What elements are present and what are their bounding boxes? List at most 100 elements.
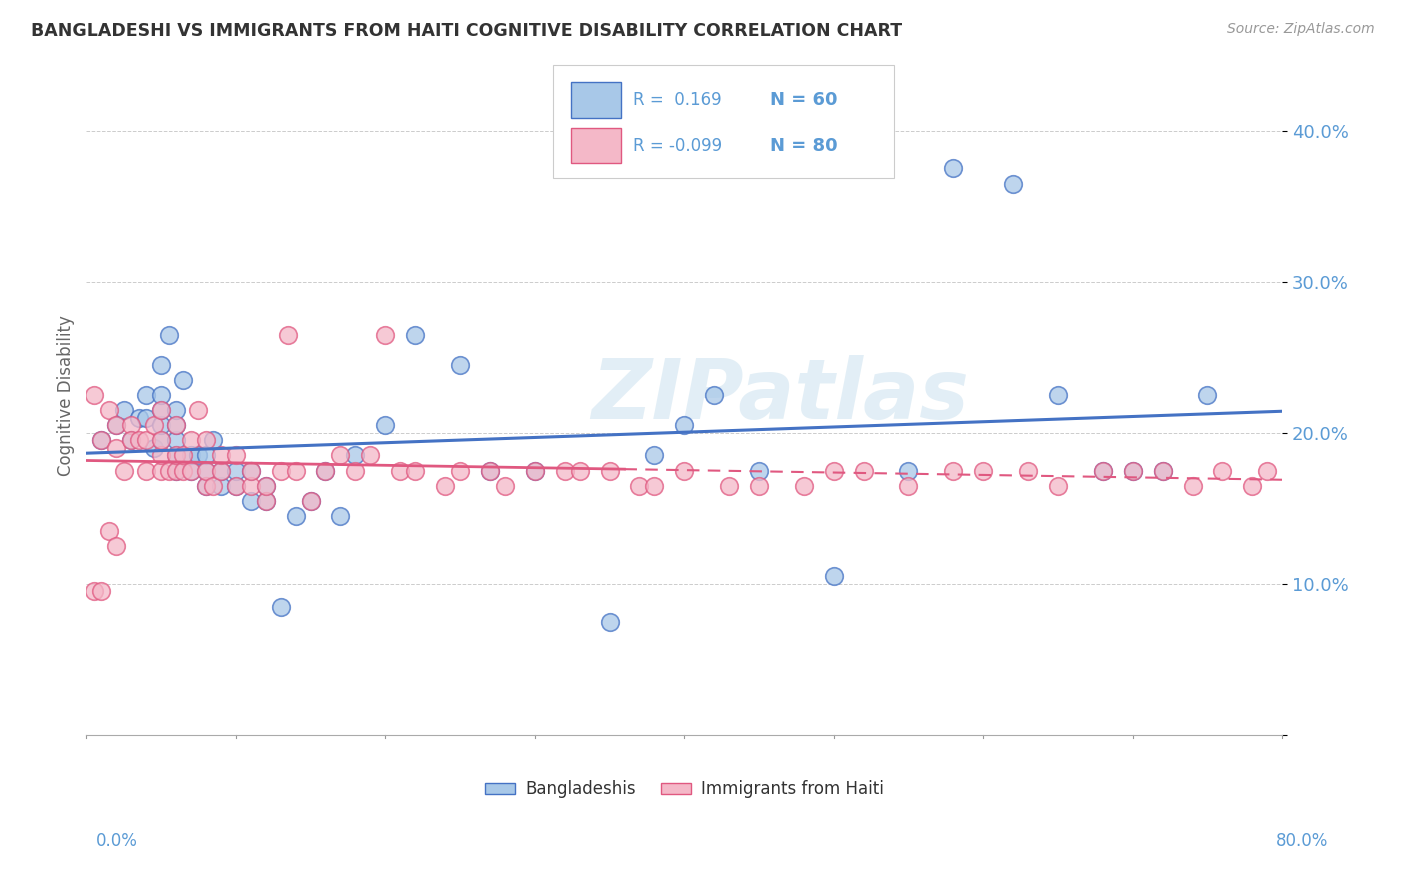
Point <box>105 418 128 433</box>
Point <box>314 464 336 478</box>
Point <box>225 479 247 493</box>
Point <box>150 434 173 448</box>
Point <box>157 327 180 342</box>
Point <box>703 388 725 402</box>
Point <box>299 493 322 508</box>
Point <box>673 464 696 478</box>
Point <box>404 464 426 478</box>
Point <box>209 449 232 463</box>
Point <box>83 388 105 402</box>
Text: N = 80: N = 80 <box>770 136 838 154</box>
Point <box>150 418 173 433</box>
Point <box>329 508 352 523</box>
Point <box>180 464 202 478</box>
Point <box>554 464 576 478</box>
Point <box>718 479 741 493</box>
Point <box>105 441 128 455</box>
Point <box>1181 479 1204 493</box>
Text: 0.0%: 0.0% <box>96 831 138 849</box>
Point <box>1122 464 1144 478</box>
Point <box>1241 479 1264 493</box>
Point <box>180 434 202 448</box>
Point <box>165 403 187 417</box>
Point <box>478 464 501 478</box>
Text: Source: ZipAtlas.com: Source: ZipAtlas.com <box>1227 22 1375 37</box>
Point <box>225 479 247 493</box>
Point <box>239 493 262 508</box>
FancyBboxPatch shape <box>571 82 621 118</box>
Point <box>239 464 262 478</box>
Point <box>449 358 471 372</box>
Point <box>449 464 471 478</box>
Point <box>135 410 157 425</box>
Point <box>128 410 150 425</box>
Point <box>270 464 292 478</box>
Point <box>277 327 299 342</box>
Point <box>97 524 120 538</box>
Point <box>374 418 396 433</box>
Point <box>284 464 307 478</box>
Text: ZIPatlas: ZIPatlas <box>591 354 969 435</box>
Point <box>643 479 665 493</box>
Point <box>194 479 217 493</box>
Point <box>748 464 770 478</box>
Point <box>673 418 696 433</box>
Point <box>194 464 217 478</box>
Point <box>239 479 262 493</box>
Point <box>1046 388 1069 402</box>
Point <box>165 464 187 478</box>
Point <box>329 449 352 463</box>
Point <box>172 464 194 478</box>
Point <box>494 479 516 493</box>
Point <box>142 441 165 455</box>
Point <box>389 464 412 478</box>
Point <box>135 464 157 478</box>
Point <box>187 449 209 463</box>
Point <box>172 373 194 387</box>
Point <box>135 434 157 448</box>
Point <box>254 493 277 508</box>
Point <box>194 479 217 493</box>
Point <box>344 449 367 463</box>
Point <box>187 403 209 417</box>
Point <box>180 464 202 478</box>
Text: BANGLADESHI VS IMMIGRANTS FROM HAITI COGNITIVE DISABILITY CORRELATION CHART: BANGLADESHI VS IMMIGRANTS FROM HAITI COG… <box>31 22 903 40</box>
Point <box>90 434 112 448</box>
Point <box>254 493 277 508</box>
Text: 80.0%: 80.0% <box>1277 831 1329 849</box>
Point <box>284 508 307 523</box>
Point <box>942 464 965 478</box>
Point <box>270 599 292 614</box>
Text: R =  0.169: R = 0.169 <box>633 91 721 109</box>
Point <box>150 358 173 372</box>
Point <box>120 434 142 448</box>
Point <box>202 434 225 448</box>
Point <box>972 464 994 478</box>
Point <box>823 569 845 583</box>
Point <box>209 464 232 478</box>
Point <box>942 161 965 176</box>
Point <box>150 464 173 478</box>
Point <box>239 464 262 478</box>
Point <box>628 479 651 493</box>
Text: R = -0.099: R = -0.099 <box>633 136 721 154</box>
Point <box>1197 388 1219 402</box>
Point <box>165 464 187 478</box>
Legend: Bangladeshis, Immigrants from Haiti: Bangladeshis, Immigrants from Haiti <box>478 773 890 805</box>
Point <box>254 479 277 493</box>
Point <box>165 418 187 433</box>
Point <box>1152 464 1174 478</box>
Text: N = 60: N = 60 <box>770 91 838 109</box>
Point <box>254 479 277 493</box>
Point <box>793 479 815 493</box>
Point <box>1091 464 1114 478</box>
Point <box>1211 464 1233 478</box>
Point <box>568 464 591 478</box>
Point <box>748 479 770 493</box>
Point <box>852 464 875 478</box>
Point <box>1256 464 1278 478</box>
Point <box>112 403 135 417</box>
Point <box>150 403 173 417</box>
Point <box>150 434 173 448</box>
Point <box>1122 464 1144 478</box>
